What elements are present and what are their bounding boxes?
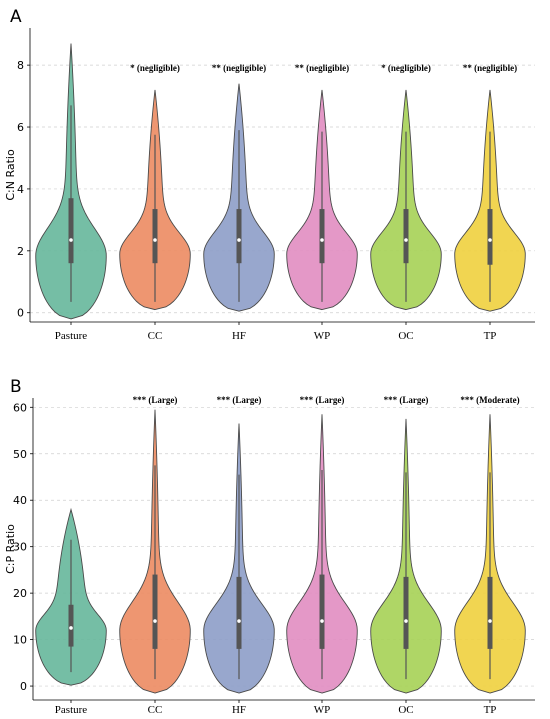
iqr-box-tp — [487, 576, 493, 649]
median-marker-wp — [320, 238, 324, 242]
iqr-box-wp — [319, 574, 325, 649]
y-tick-label: 0 — [20, 680, 27, 693]
y-tick-label: 4 — [17, 183, 24, 196]
y-tick-label: 10 — [13, 634, 27, 647]
y-tick-label: 30 — [13, 541, 27, 554]
significance-annotation: *** (Large) — [384, 395, 429, 405]
significance-annotation: *** (Large) — [217, 395, 262, 405]
y-tick-label: 60 — [13, 401, 27, 414]
x-tick-label: OC — [398, 704, 413, 716]
median-marker-cc — [153, 619, 157, 623]
iqr-box-tp — [487, 209, 493, 265]
median-marker-tp — [488, 238, 492, 242]
y-axis-label: C:P Ratio — [4, 524, 17, 574]
y-tick-label: 2 — [17, 245, 24, 258]
median-marker-hf — [237, 238, 241, 242]
iqr-box-cc — [152, 574, 158, 649]
median-marker-pasture — [69, 238, 73, 242]
y-tick-label: 40 — [13, 494, 27, 507]
iqr-box-oc — [403, 576, 409, 649]
iqr-box-hf — [236, 576, 242, 649]
iqr-box-pasture — [68, 198, 74, 264]
x-tick-label: OC — [398, 330, 413, 342]
significance-annotation: ** (negligible) — [463, 63, 517, 73]
y-tick-label: 20 — [13, 587, 27, 600]
significance-annotation: *** (Large) — [133, 395, 178, 405]
significance-annotation: ** (negligible) — [212, 63, 266, 73]
significance-annotation: * (negligible) — [130, 63, 180, 73]
iqr-box-cc — [152, 209, 158, 264]
iqr-box-hf — [236, 209, 242, 264]
x-tick-label: WP — [314, 330, 331, 342]
y-tick-label: 0 — [17, 307, 24, 320]
x-tick-label: WP — [314, 704, 331, 716]
x-tick-label: CC — [148, 704, 163, 716]
chart-panel-A: A C:N Ratio 0 2 4 6 8 Pasture CC * (negligible) HF… — [4, 7, 535, 342]
panel-letter: B — [10, 377, 22, 397]
x-tick-label: TP — [484, 704, 497, 716]
y-tick-label: 50 — [13, 448, 27, 461]
iqr-box-pasture — [68, 604, 74, 647]
y-tick-label: 8 — [17, 59, 24, 72]
x-tick-label: TP — [484, 330, 497, 342]
iqr-box-wp — [319, 209, 325, 264]
chart-panel-B: B C:P Ratio 0 10 20 30 40 50 60 Pasture CC *** (Lar… — [4, 377, 535, 716]
x-tick-label: HF — [232, 330, 246, 342]
x-tick-label: HF — [232, 704, 246, 716]
x-tick-label: Pasture — [55, 704, 88, 716]
y-tick-label: 6 — [17, 121, 24, 134]
median-marker-wp — [320, 619, 324, 623]
median-marker-cc — [153, 238, 157, 242]
median-marker-tp — [488, 619, 492, 623]
significance-annotation: ** (negligible) — [295, 63, 349, 73]
median-marker-oc — [404, 619, 408, 623]
iqr-box-oc — [403, 209, 409, 264]
median-marker-hf — [237, 619, 241, 623]
median-marker-oc — [404, 238, 408, 242]
median-marker-pasture — [69, 626, 73, 630]
x-tick-label: Pasture — [55, 330, 88, 342]
significance-annotation: *** (Moderate) — [460, 395, 519, 405]
significance-annotation: * (negligible) — [381, 63, 431, 73]
x-tick-label: CC — [148, 330, 163, 342]
panel-letter: A — [10, 7, 22, 27]
significance-annotation: *** (Large) — [300, 395, 345, 405]
y-axis-label: C:N Ratio — [4, 149, 17, 201]
